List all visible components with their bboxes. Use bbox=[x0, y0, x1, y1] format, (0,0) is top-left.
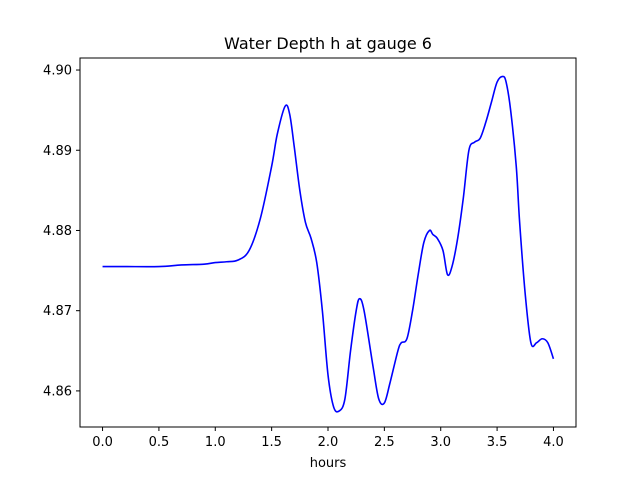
x-tick-label: 1.5 bbox=[261, 435, 282, 450]
y-tick-label: 4.90 bbox=[43, 64, 72, 79]
x-tick-label: 2.0 bbox=[318, 435, 339, 450]
x-tick-label: 0.0 bbox=[92, 435, 113, 450]
y-tick-label: 4.87 bbox=[43, 304, 72, 319]
y-tick-label: 4.86 bbox=[43, 384, 72, 399]
x-tick-label: 2.5 bbox=[374, 435, 395, 450]
x-tick-label: 3.5 bbox=[487, 435, 508, 450]
x-tick-label: 1.0 bbox=[205, 435, 226, 450]
chart-title: Water Depth h at gauge 6 bbox=[224, 34, 432, 53]
x-tick-label: 3.0 bbox=[430, 435, 451, 450]
y-tick-label: 4.89 bbox=[43, 144, 72, 159]
y-tick-label: 4.88 bbox=[43, 224, 72, 239]
series-line-0 bbox=[102, 75, 555, 413]
x-tick-label: 0.5 bbox=[149, 435, 170, 450]
x-axis-label: hours bbox=[310, 456, 347, 471]
x-tick-label: 4.0 bbox=[543, 435, 564, 450]
x-axis-ticks: 0.0 0.5 1.0 1.5 2.0 2.5 3.0 3.5 4.0 bbox=[92, 427, 564, 450]
series-layer bbox=[102, 75, 555, 413]
plot-area-frame bbox=[79, 57, 577, 428]
y-axis-ticks: 4.86 4.87 4.88 4.89 4.90 bbox=[43, 64, 80, 399]
